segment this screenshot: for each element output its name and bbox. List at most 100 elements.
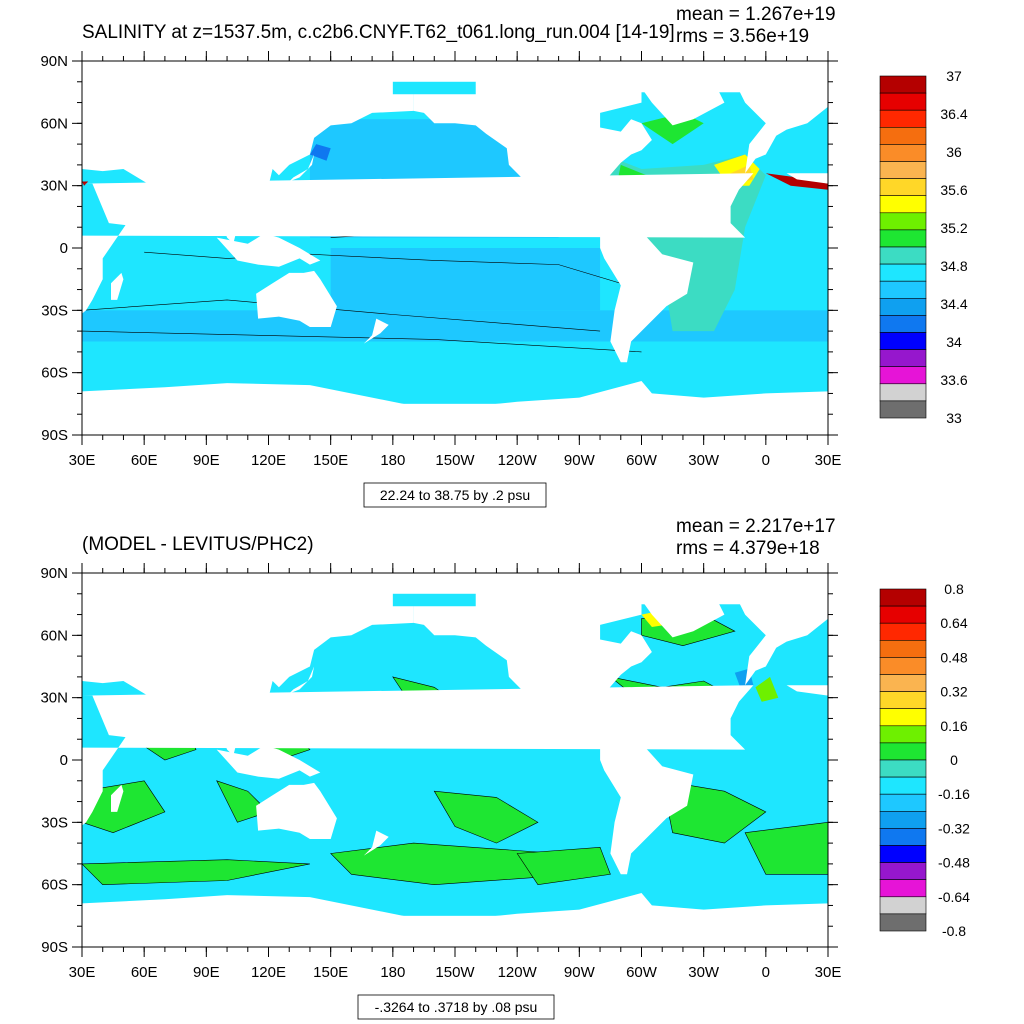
y-tick-label: 90N <box>40 53 68 70</box>
colorbar-box <box>879 828 927 846</box>
colorbar-box <box>879 178 927 197</box>
colorbar-box <box>879 246 927 265</box>
salinity-panel: SALINITY at z=1537.5m, c.c2b6.CNYF.T62_t… <box>40 4 968 508</box>
colorbar-box <box>879 725 927 744</box>
y-tick-label: 90S <box>41 939 68 956</box>
colorbar-box <box>879 913 927 932</box>
south-pacific-band <box>330 248 601 311</box>
colorbar-box <box>879 588 927 607</box>
colorbar-label: -0.16 <box>938 786 970 802</box>
positive-anomaly <box>744 821 828 875</box>
rms-stat: rms = 3.56e+19 <box>676 26 809 47</box>
positive-anomaly <box>82 780 166 834</box>
contour-line <box>144 251 642 290</box>
colorbar-box <box>879 879 927 898</box>
x-tick-label: 150W <box>435 964 475 981</box>
rms-stat: rms = 4.379e+18 <box>676 538 820 559</box>
x-tick-label: 90E <box>193 452 220 469</box>
colorbar-box <box>879 810 927 829</box>
x-tick-label: 30E <box>815 452 842 469</box>
salinity-map <box>82 61 828 435</box>
colorbar-label: -0.8 <box>942 923 966 939</box>
contour-caption: 22.24 to 38.75 by .2 psu <box>380 487 530 503</box>
mean-stat: mean = 2.217e+17 <box>676 516 836 537</box>
y-tick-label: 60N <box>40 115 68 132</box>
colorbar-box <box>879 400 927 419</box>
land-northAmerica <box>413 573 652 744</box>
x-tick-label: 150E <box>313 964 348 981</box>
colorbar-box <box>879 896 927 915</box>
ocean-field <box>82 61 828 435</box>
y-tick-label: 60N <box>40 627 68 644</box>
land-europeAsiaTop <box>82 61 414 244</box>
x-tick-label: 30E <box>69 964 96 981</box>
land-africa <box>82 685 828 826</box>
arctic-ocean-patch <box>392 593 476 607</box>
y-tick-label: 90N <box>40 565 68 582</box>
y-tick-label: 30N <box>40 178 68 195</box>
colorbar-box <box>879 383 927 402</box>
land-africa <box>82 173 828 314</box>
colorbar-box <box>879 75 927 94</box>
positive-anomaly <box>516 846 611 886</box>
colorbar-label: 37 <box>946 68 962 84</box>
colorbar-box <box>879 127 927 145</box>
colorbar-label: 36 <box>946 144 962 160</box>
arctic-ocean-patch <box>392 81 476 95</box>
x-tick-label: 90W <box>564 964 596 981</box>
land-australia <box>256 782 337 839</box>
colorbar-box <box>879 759 927 778</box>
colorbar-box <box>879 92 927 111</box>
colorbar-label: -0.32 <box>938 820 970 836</box>
y-tick-label: 0 <box>60 240 68 257</box>
y-tick-label: 30S <box>41 814 68 831</box>
colorbar-label: -0.64 <box>938 889 970 905</box>
colorbar-box <box>879 639 927 658</box>
colorbar-box <box>879 622 927 641</box>
x-tick-label: 30E <box>815 964 842 981</box>
y-tick-label: 90S <box>41 427 68 444</box>
land-antarctica <box>82 381 828 435</box>
difference-map <box>82 573 828 947</box>
colorbar-box <box>879 349 927 368</box>
caption-box <box>357 994 555 1020</box>
x-tick-label: 60W <box>626 452 658 469</box>
x-tick-label: 0 <box>762 964 770 981</box>
colorbar-box <box>879 776 927 795</box>
y-tick-label: 60S <box>41 877 68 894</box>
land-antarctica <box>82 893 828 947</box>
x-tick-label: 30W <box>688 452 720 469</box>
colorbar-box <box>879 605 927 624</box>
x-tick-label: 30W <box>688 964 720 981</box>
land-southAmerica <box>600 223 694 363</box>
land-australia <box>256 270 337 327</box>
colorbar-box <box>879 212 927 231</box>
colorbar-box <box>879 742 927 761</box>
colorbar-box <box>879 793 927 812</box>
x-tick-label: 0 <box>762 452 770 469</box>
colorbar-box <box>879 366 927 385</box>
colorbar-box <box>879 195 927 214</box>
difference-panel: (MODEL - LEVITUS/PHC2) mean = 2.217e+17 … <box>40 516 970 1020</box>
okhotsk-spot <box>309 144 331 161</box>
colorbar-box <box>879 691 927 709</box>
land-europeAsiaTop <box>82 573 414 756</box>
salinity-colorbar: 37 36.4 36 35.6 35.2 34.8 34.4 34 33.6 33 <box>879 68 968 426</box>
x-tick-label: 150E <box>313 452 348 469</box>
colorbar-box <box>879 315 927 333</box>
colorbar-label: 0.32 <box>940 684 967 700</box>
colorbar-box <box>879 109 927 128</box>
colorbar-label: 35.2 <box>940 220 967 236</box>
colorbar-label: 0 <box>950 752 958 768</box>
map-axes: 30E 60E 90E 120E 150E 180 150W 120W 90W 60W 30W 0 30… <box>40 51 841 469</box>
x-tick-label: 120E <box>251 452 286 469</box>
x-tick-label: 30E <box>69 452 96 469</box>
colorbar-box <box>879 144 927 162</box>
colorbar-box <box>879 862 927 880</box>
x-tick-label: 120W <box>498 964 538 981</box>
positive-anomaly <box>433 790 539 844</box>
positive-anomaly <box>82 859 310 886</box>
x-tick-label: 60E <box>131 964 158 981</box>
y-tick-label: 30S <box>41 302 68 319</box>
land-nz <box>363 830 389 856</box>
